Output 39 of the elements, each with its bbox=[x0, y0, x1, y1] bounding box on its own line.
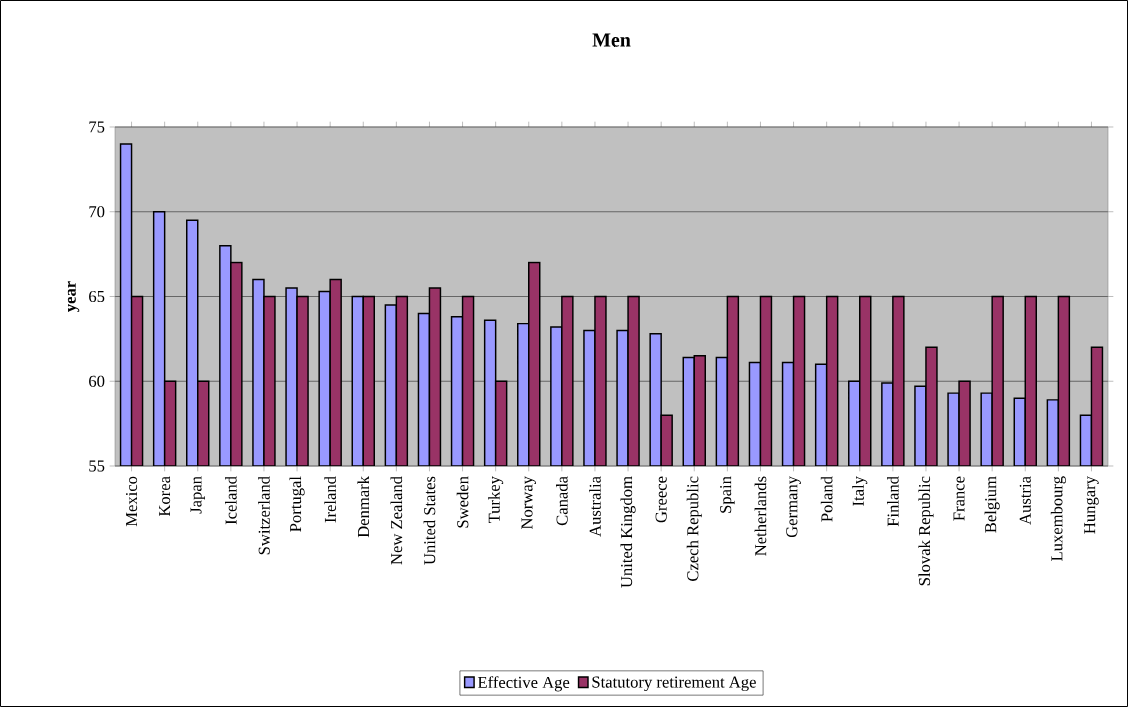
x-tick-label: Greece bbox=[655, 476, 667, 523]
y-tick-label: 65 bbox=[89, 290, 105, 303]
x-tick-label: Belgium bbox=[984, 476, 1000, 533]
y-tick-label: 55 bbox=[89, 460, 105, 472]
x-tick-label: Sweden bbox=[456, 476, 469, 528]
x-tick-label: Korea bbox=[159, 476, 171, 517]
legend-label: Effective Age bbox=[477, 676, 570, 692]
x-tick-label: Luxembourg bbox=[1050, 476, 1066, 562]
x-tick-label: Italy bbox=[852, 476, 868, 506]
x-tick-label: France bbox=[953, 476, 965, 521]
x-tick-label: Spain bbox=[720, 476, 735, 513]
x-tick-label: Ireland bbox=[324, 476, 336, 523]
x-tick-label: New Zealand bbox=[390, 476, 403, 565]
y-tick-label: 75 bbox=[89, 121, 105, 133]
x-tick-label: Austria bbox=[1019, 476, 1031, 525]
x-tick-label: United States bbox=[423, 476, 436, 565]
x-tick-label: Netherlands bbox=[754, 476, 767, 556]
chart-title: Men bbox=[592, 33, 631, 47]
x-tick-label: Mexico bbox=[125, 476, 138, 527]
x-tick-label: Poland bbox=[820, 476, 833, 522]
x-tick-label: Finland bbox=[887, 476, 899, 527]
x-tick-label: Australia bbox=[589, 476, 601, 537]
x-tick-label: United Kingdom bbox=[620, 476, 636, 588]
x-tick-label: Slovak Republic bbox=[918, 476, 934, 586]
x-tick-label: Portugal bbox=[289, 476, 305, 532]
x-tick-label: Japan bbox=[190, 476, 205, 514]
x-tick-label: Hungary bbox=[1084, 476, 1099, 534]
y-tick-label: 60 bbox=[89, 375, 105, 387]
x-tick-label: Switzerland bbox=[258, 476, 270, 555]
x-tick-label: Canada bbox=[556, 476, 568, 526]
x-tick-label: Czech Republic bbox=[686, 476, 702, 581]
y-tick-label: 70 bbox=[89, 206, 105, 218]
y-axis-title: year bbox=[67, 281, 80, 312]
x-tick-label: Denmark bbox=[357, 476, 370, 538]
x-tick-label: Turkey bbox=[488, 476, 504, 524]
x-tick-label: Norway bbox=[521, 476, 536, 530]
x-tick-label: Germany bbox=[786, 476, 801, 538]
x-tick-label: Iceland bbox=[225, 476, 237, 525]
legend-label: Statutory retirement Age bbox=[592, 676, 756, 692]
